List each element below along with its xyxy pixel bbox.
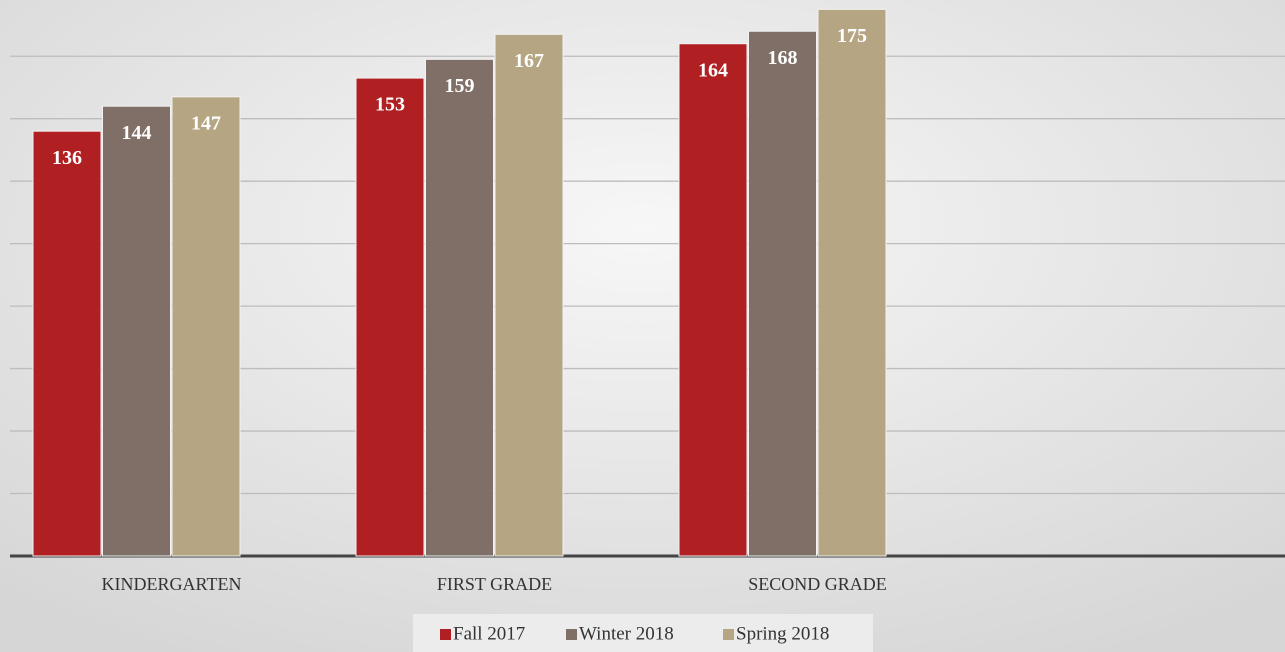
legend-swatch [723, 629, 734, 640]
bar [748, 30, 817, 557]
bar [494, 33, 564, 557]
data-label: 164 [698, 59, 728, 81]
data-label: 153 [375, 94, 405, 116]
bar [355, 77, 425, 557]
data-label: 136 [52, 147, 82, 169]
x-tick-label: SECOND GRADE [748, 574, 887, 594]
legend-swatch [566, 629, 577, 640]
x-tick-label: KINDERGARTEN [102, 574, 242, 594]
bar [817, 8, 887, 557]
bar [425, 58, 494, 557]
bar [678, 43, 748, 557]
legend-label: Spring 2018 [736, 623, 829, 644]
bar [102, 105, 171, 557]
legend-swatch [440, 629, 451, 640]
bar [32, 130, 102, 557]
data-label: 147 [191, 112, 221, 134]
plot: 136 144 147 153 159 167 164 168 175 [32, 8, 887, 557]
x-tick-label: FIRST GRADE [437, 574, 552, 594]
legend-label: Winter 2018 [579, 623, 674, 644]
data-label: 168 [768, 47, 798, 69]
legend-label: Fall 2017 [453, 623, 525, 644]
data-label: 175 [837, 25, 867, 47]
data-label: 167 [514, 50, 544, 72]
data-label: 159 [445, 75, 475, 97]
bar [171, 96, 241, 557]
data-label: 144 [122, 122, 152, 144]
legend-box [413, 614, 873, 652]
